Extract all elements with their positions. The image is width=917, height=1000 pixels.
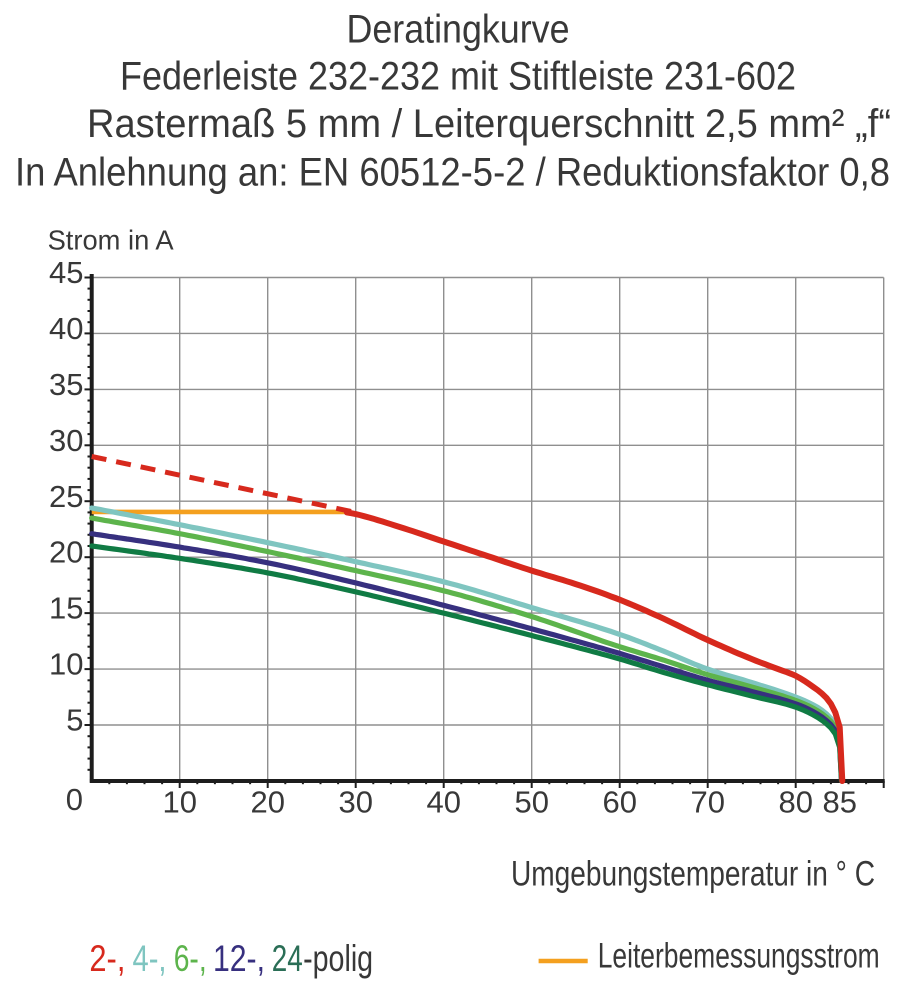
svg-text:20: 20 [250, 785, 284, 820]
svg-text:30: 30 [338, 785, 372, 820]
svg-text:0: 0 [66, 782, 83, 817]
svg-text:Leiterbemessungsstrom: Leiterbemessungsstrom [598, 937, 880, 976]
svg-text:30: 30 [49, 423, 83, 458]
svg-text:35: 35 [49, 367, 83, 402]
svg-text:Deratingkurve: Deratingkurve [347, 8, 570, 52]
svg-text:Federleiste 232-232 mit Stiftl: Federleiste 232-232 mit Stiftleiste 231-… [120, 55, 796, 99]
svg-text:Rastermaß 5 mm / Leiterquersch: Rastermaß 5 mm / Leiterquerschnitt 2,5 m… [87, 102, 891, 146]
svg-text:5: 5 [66, 703, 83, 738]
svg-text:In Anlehnung an: EN 60512-5-2: In Anlehnung an: EN 60512-5-2 / Reduktio… [15, 151, 890, 195]
svg-text:80: 80 [778, 785, 812, 820]
svg-text:24: 24 [272, 938, 303, 979]
svg-text:45: 45 [49, 255, 83, 290]
svg-text:6-,: 6-, [174, 938, 207, 979]
svg-text:70: 70 [690, 785, 724, 820]
svg-text:40: 40 [49, 311, 83, 346]
svg-text:15: 15 [49, 591, 83, 626]
svg-text:25: 25 [49, 479, 83, 514]
svg-text:-polig: -polig [303, 938, 373, 979]
svg-text:50: 50 [514, 785, 548, 820]
svg-text:10: 10 [49, 647, 83, 682]
svg-text:20: 20 [49, 535, 83, 570]
svg-text:85: 85 [822, 785, 856, 820]
svg-text:Umgebungstemperatur in ° C: Umgebungstemperatur in ° C [511, 855, 875, 894]
svg-text:10: 10 [162, 785, 196, 820]
svg-text:4-,: 4-, [133, 938, 167, 979]
svg-text:2-,: 2-, [89, 938, 125, 979]
svg-text:40: 40 [426, 785, 460, 820]
svg-text:12-,: 12-, [213, 938, 265, 979]
svg-text:Strom in A: Strom in A [48, 225, 174, 256]
svg-text:60: 60 [602, 785, 636, 820]
